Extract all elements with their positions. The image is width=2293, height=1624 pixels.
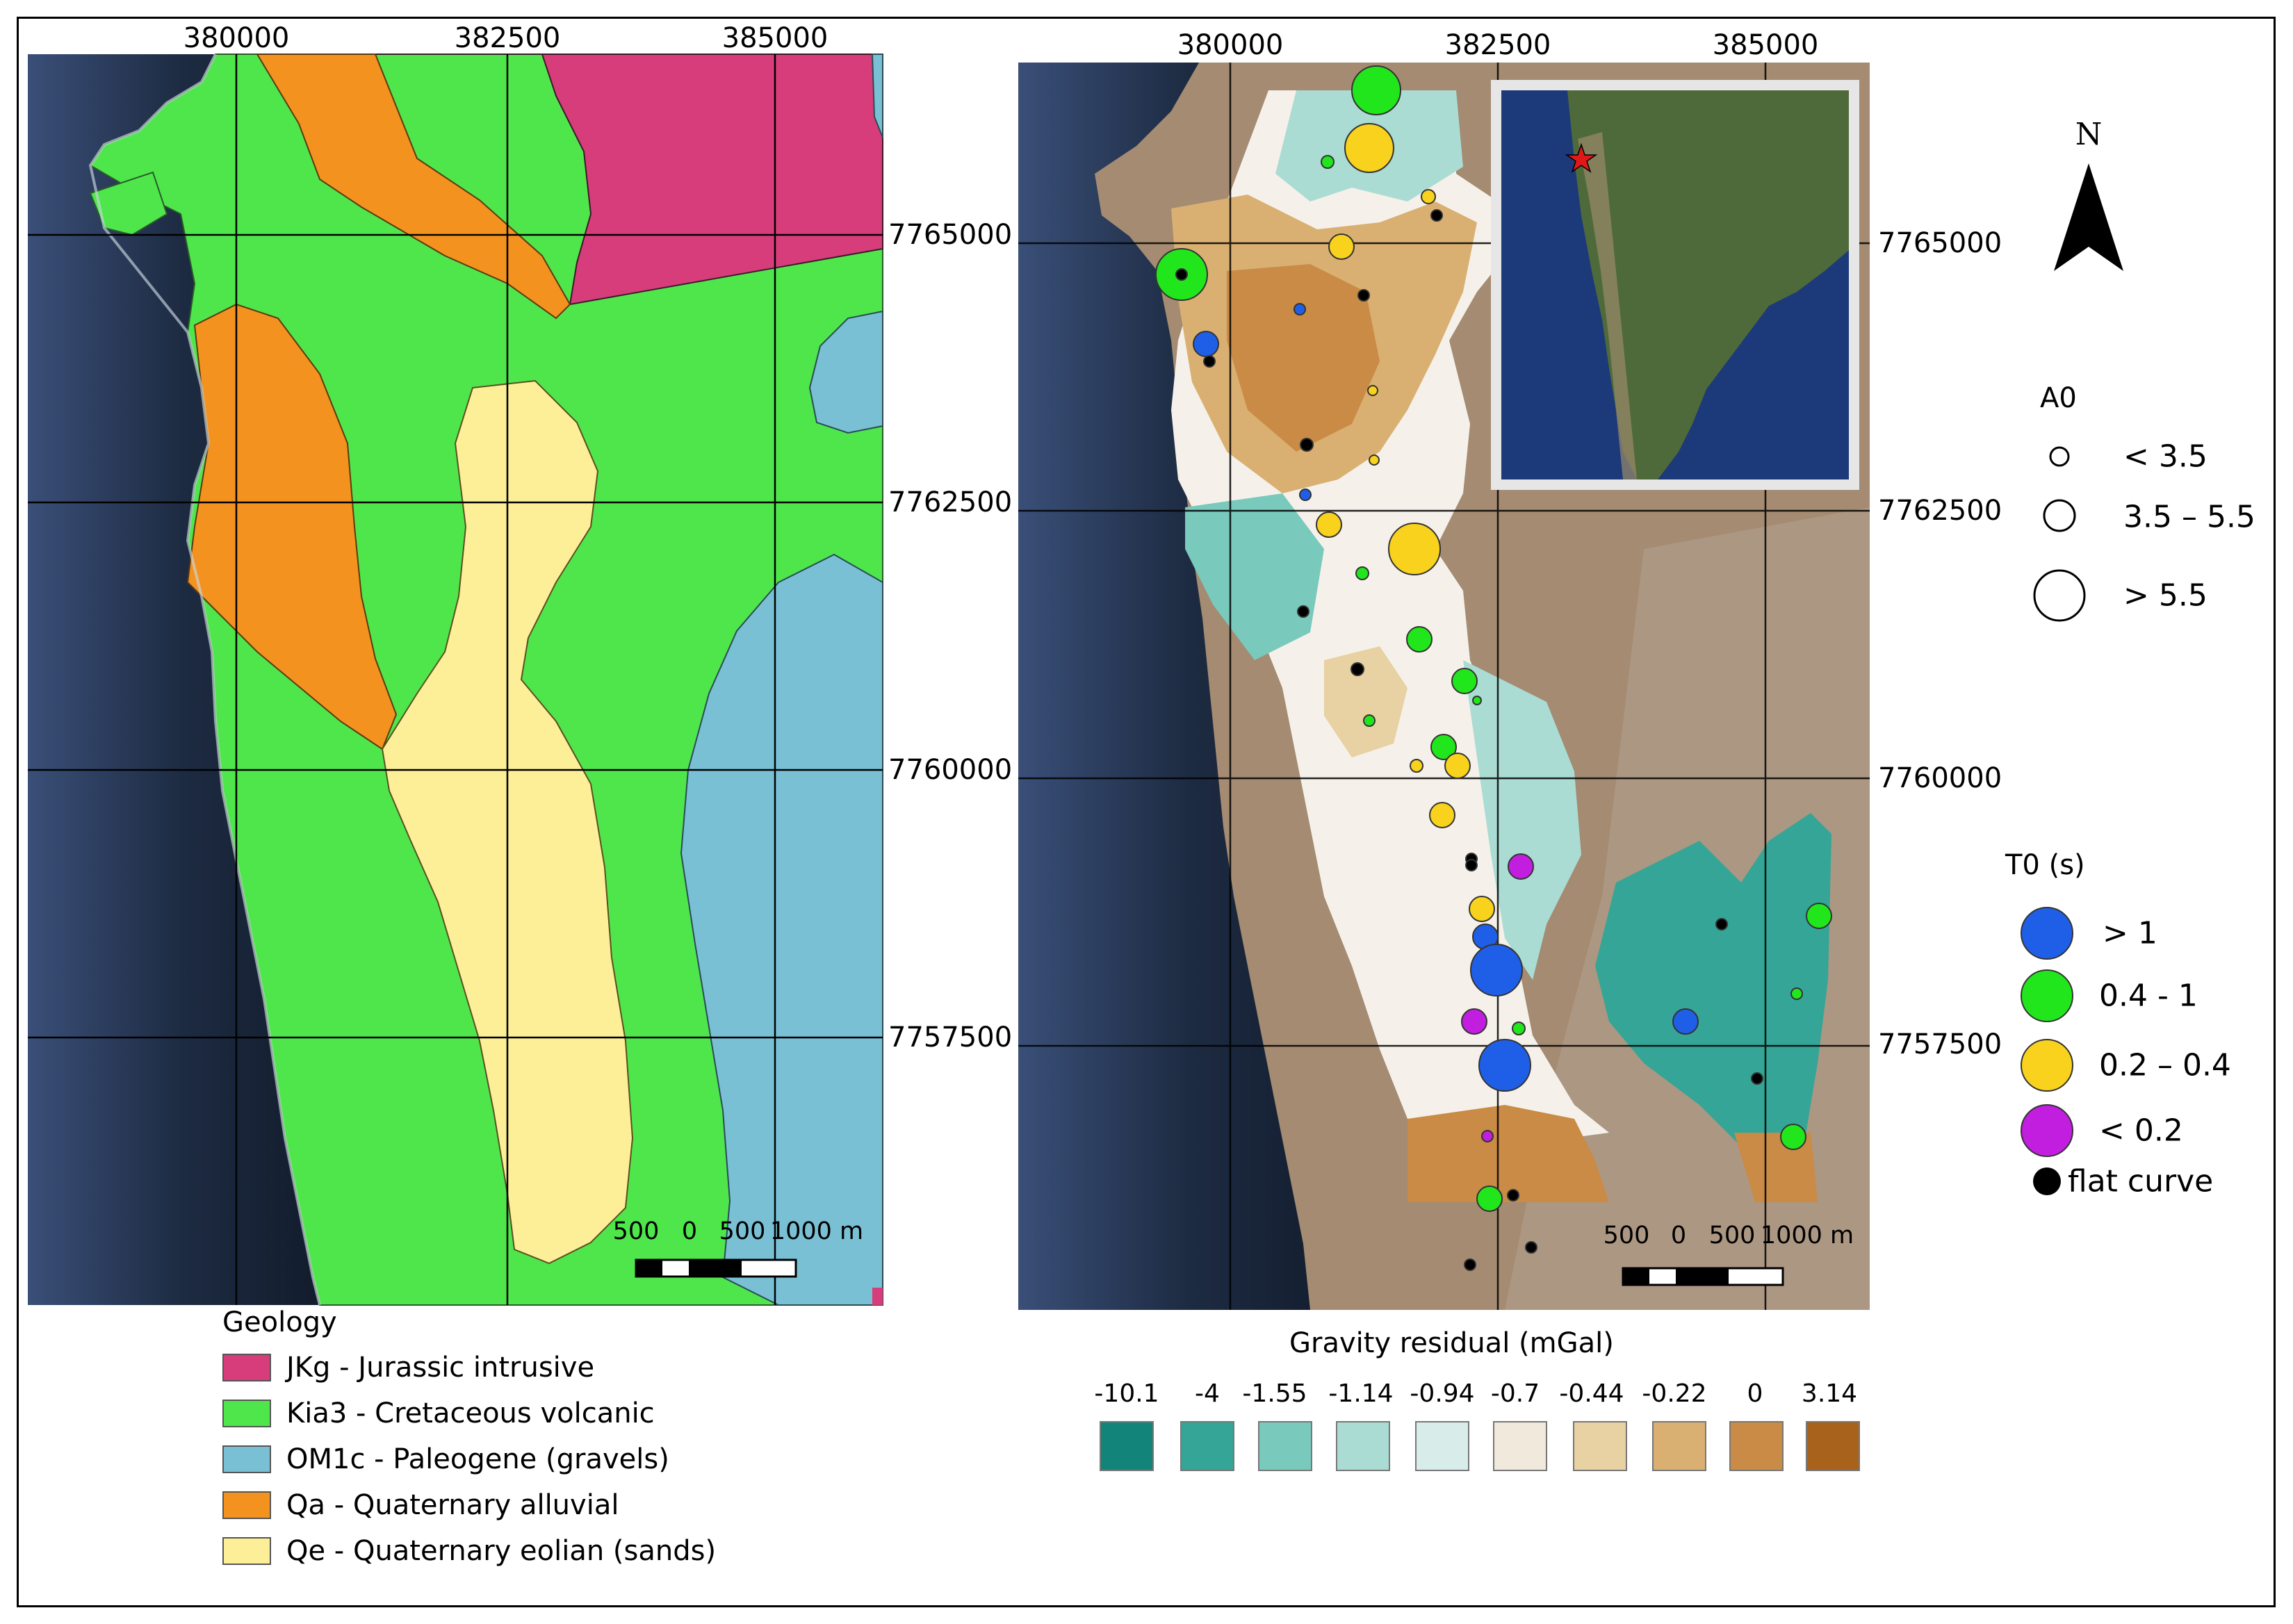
right-y-tick: 7762500: [1878, 495, 2002, 527]
gravity-class-label: -0.22: [1642, 1379, 1707, 1408]
t0-legend-label: 0.4 - 1: [2099, 978, 2198, 1014]
gravity-class-swatch: [1729, 1421, 1784, 1471]
gravity-class-swatch: [1493, 1421, 1547, 1471]
a0-legend-symbols: [2033, 446, 2086, 622]
legend-swatch: [222, 1445, 271, 1473]
a0-legend-label: < 3.5: [2123, 438, 2208, 475]
right-y-tick: 7757500: [1878, 1028, 2002, 1060]
gravity-class-swatch: [1336, 1421, 1390, 1471]
inset-andes: [1578, 132, 1637, 479]
right-x-tick: 385000: [1712, 29, 1819, 61]
north-arrow-icon: [2054, 163, 2123, 271]
a0-legend-title: A0: [2040, 382, 2077, 414]
right-y-tick: 7760000: [1878, 762, 2002, 794]
inset-south-america: [1567, 90, 1849, 479]
left-y-tick: 7765000: [888, 219, 1013, 251]
scale-label: 500: [719, 1217, 766, 1245]
gravity-class-label: -0.44: [1559, 1379, 1624, 1408]
a0-legend-label: 3.5 – 5.5: [2123, 499, 2255, 535]
geology-unit-jkg: [375, 54, 883, 306]
gravity-legend-title: Gravity residual (mGal): [1289, 1327, 1614, 1359]
gravity-class-label: -0.7: [1490, 1379, 1540, 1408]
geology-unit-qa-north: [256, 54, 571, 320]
legend-label: JKg - Jurassic intrusive: [286, 1352, 595, 1384]
geology-legend-item: Qa - Quaternary alluvial: [222, 1489, 619, 1521]
legend-swatch: [222, 1354, 271, 1381]
left-y-tick: 7757500: [888, 1022, 1013, 1053]
right-x-tick: 382500: [1444, 29, 1551, 61]
gravity-class-label: -10.1: [1094, 1379, 1159, 1408]
left-x-tick: 385000: [721, 22, 829, 54]
geology-legend-item: Qe - Quaternary eolian (sands): [222, 1535, 716, 1567]
geology-legend-item: Kia3 - Cretaceous volcanic: [222, 1397, 655, 1429]
legend-label: Qe - Quaternary eolian (sands): [286, 1535, 717, 1567]
gravity-zone-teal-east: [1595, 813, 1831, 1147]
scale-label: 500: [1603, 1222, 1650, 1249]
measurement-points: [1155, 65, 1832, 1271]
coordinate-grid: [28, 54, 883, 1305]
scale-label: 0: [1670, 1222, 1687, 1249]
gravity-class-label: -0.94: [1410, 1379, 1475, 1408]
geology-legend-item: OM1c - Paleogene (gravels): [222, 1443, 669, 1475]
gravity-class-swatch: [1652, 1421, 1706, 1471]
left-x-tick: 380000: [183, 22, 290, 54]
gravity-class-label: -4: [1195, 1379, 1220, 1408]
inset-location-map: [1491, 80, 1859, 490]
scale-label: 0: [681, 1217, 698, 1245]
gravity-zone-cyan-south: [1463, 660, 1581, 980]
gravity-class-label: 0: [1747, 1379, 1763, 1408]
gravity-class-swatch: [1100, 1421, 1154, 1471]
gravity-zone-brown-south: [1407, 1105, 1609, 1202]
gravity-class-swatch: [1415, 1421, 1469, 1471]
t0-legend-label: 0.2 – 0.4: [2099, 1047, 2231, 1083]
gravity-class-label: -1.14: [1328, 1379, 1394, 1408]
gravity-class-label: 3.14: [1801, 1379, 1858, 1408]
figure-frame: [17, 17, 2276, 1607]
location-star-icon: [1565, 142, 1598, 173]
gravity-class-label: -1.55: [1242, 1379, 1307, 1408]
gravity-zone-brown-se: [1734, 1133, 1818, 1202]
gravity-class-swatch: [1573, 1421, 1627, 1471]
geology-map: [28, 54, 883, 1306]
t0-legend-label: < 0.2: [2099, 1113, 2183, 1149]
t0-legend-label: flat curve: [2068, 1163, 2214, 1199]
gravity-zone-brown-core: [1227, 264, 1380, 452]
scale-bar-left: [635, 1258, 797, 1278]
legend-swatch: [222, 1491, 271, 1519]
geology-legend-title: Geology: [222, 1306, 337, 1338]
gravity-zone-brown-mid: [1324, 646, 1407, 757]
gravity-map: [1018, 63, 1870, 1310]
legend-label: OM1c - Paleogene (gravels): [286, 1443, 669, 1475]
t0-legend-symbols: [2021, 907, 2073, 1195]
t0-legend-title: T0 (s): [2005, 849, 2085, 881]
legend-label: Kia3 - Cretaceous volcanic: [286, 1397, 655, 1429]
scale-label: 1000 m: [1760, 1222, 1854, 1249]
gravity-zone-cyan-mid: [1185, 493, 1324, 660]
legend-swatch: [222, 1537, 271, 1565]
legend-swatch: [222, 1400, 271, 1427]
right-x-tick: 380000: [1177, 29, 1284, 61]
geology-unit-jkg-corner: [872, 1288, 883, 1305]
left-y-tick: 7760000: [888, 754, 1013, 786]
scale-label: 500: [612, 1217, 660, 1245]
left-x-tick: 382500: [454, 22, 561, 54]
gravity-class-swatch: [1258, 1421, 1312, 1471]
coastline: [88, 54, 321, 1306]
a0-legend-label: > 5.5: [2123, 577, 2208, 614]
t0-legend-label: > 1: [2103, 915, 2157, 951]
scale-bar-right: [1622, 1267, 1784, 1286]
scale-label: 500: [1708, 1222, 1756, 1249]
gravity-class-swatch: [1806, 1421, 1860, 1471]
legend-label: Qa - Quaternary alluvial: [286, 1489, 619, 1521]
right-y-tick: 7765000: [1878, 227, 2002, 259]
gravity-class-swatch: [1180, 1421, 1234, 1471]
geology-legend-item: JKg - Jurassic intrusive: [222, 1352, 594, 1384]
geology-unit-om1c-corner: [871, 54, 883, 138]
north-label: N: [2075, 117, 2103, 152]
left-y-tick: 7762500: [888, 486, 1013, 518]
geology-unit-om1c-east: [680, 553, 883, 1306]
geology-unit-om1c-patch: [808, 310, 883, 434]
scale-label: 1000 m: [769, 1217, 864, 1245]
